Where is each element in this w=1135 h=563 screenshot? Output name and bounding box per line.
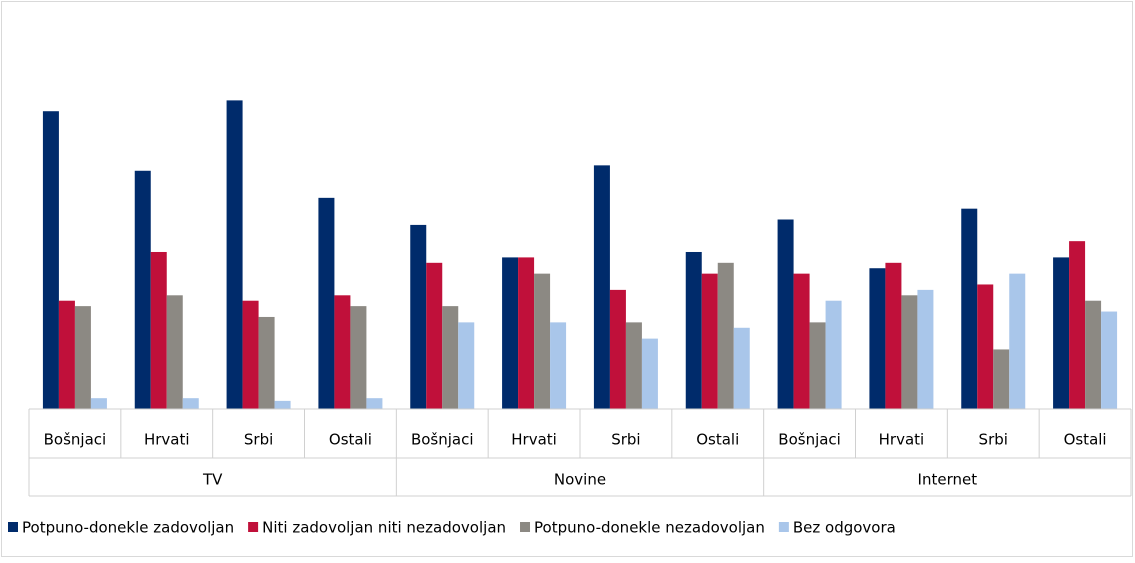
- bar: [242, 300, 259, 409]
- bar: [685, 251, 702, 409]
- legend-swatch: [520, 522, 531, 532]
- bar: [1101, 311, 1118, 409]
- bar: [1009, 273, 1026, 409]
- bar: [701, 273, 718, 409]
- bar: [182, 398, 199, 409]
- legend-label: Bez odgovora: [793, 519, 896, 537]
- bar: [1085, 300, 1102, 409]
- bar: [733, 327, 750, 409]
- legend-label: Niti zadovoljan niti nezadovoljan: [262, 519, 506, 537]
- bar: [442, 306, 459, 409]
- bar: [777, 219, 794, 409]
- x-tick-label: Ostali: [329, 431, 372, 449]
- bar: [502, 257, 519, 409]
- bar: [809, 322, 826, 409]
- bar: [350, 306, 367, 409]
- x-tick-label: Hrvati: [144, 431, 190, 449]
- bar: [1069, 241, 1086, 409]
- x-tick-label: Hrvati: [511, 431, 557, 449]
- bar: [1053, 257, 1070, 409]
- bar: [869, 268, 886, 409]
- x-tick-label: Hrvati: [879, 431, 925, 449]
- group-label: Novine: [554, 471, 606, 489]
- legend-label: Potpuno-donekle nezadovoljan: [534, 519, 765, 537]
- bar: [793, 273, 810, 409]
- x-tick-label: Ostali: [1064, 431, 1107, 449]
- bar: [134, 170, 151, 409]
- bar: [717, 262, 734, 409]
- bar: [74, 306, 91, 409]
- bar: [917, 289, 934, 409]
- bar: [993, 349, 1010, 409]
- bar: [961, 208, 978, 409]
- bar: [534, 273, 551, 409]
- x-tick-label: Srbi: [244, 431, 273, 449]
- x-tick-label: Bošnjaci: [44, 431, 107, 449]
- bar: [226, 100, 243, 409]
- bar: [366, 398, 383, 409]
- bar: [58, 300, 75, 409]
- x-tick-label: Bošnjaci: [411, 431, 474, 449]
- legend-swatch: [8, 522, 18, 532]
- bar: [334, 295, 351, 409]
- bar: [518, 257, 535, 409]
- x-tick-label: Ostali: [696, 431, 739, 449]
- bar: [885, 262, 902, 409]
- legend-label: Potpuno-donekle zadovoljan: [22, 519, 234, 537]
- bar: [166, 295, 183, 409]
- x-tick-label: Srbi: [611, 431, 640, 449]
- legend-swatch: [248, 522, 259, 532]
- bar: [410, 224, 427, 409]
- bar: [593, 165, 610, 409]
- bar: [42, 111, 59, 409]
- bar: [458, 322, 475, 409]
- x-tick-label: Bošnjaci: [778, 431, 841, 449]
- legend-swatch: [778, 522, 789, 532]
- bar: [318, 197, 335, 409]
- bar: [258, 316, 275, 409]
- bar: [641, 338, 658, 409]
- bar: [609, 289, 626, 409]
- bar: [90, 398, 107, 409]
- bar: [825, 300, 842, 409]
- x-tick-label: Srbi: [979, 431, 1008, 449]
- bar: [426, 262, 443, 409]
- bar: [901, 295, 918, 409]
- group-label: TV: [202, 471, 223, 489]
- bar: [150, 251, 167, 409]
- bar: [977, 284, 994, 409]
- group-label: Internet: [918, 471, 978, 489]
- bar: [274, 400, 291, 409]
- bar: [625, 322, 642, 409]
- bar: [550, 322, 567, 409]
